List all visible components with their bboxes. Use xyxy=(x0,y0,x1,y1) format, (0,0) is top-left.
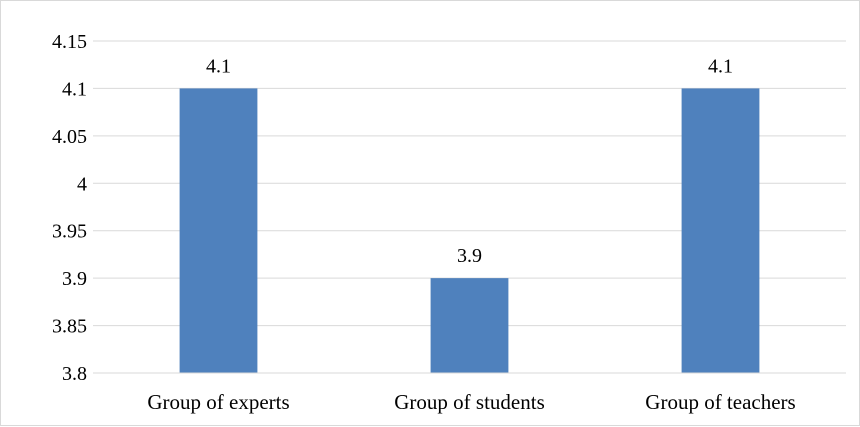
x-category-label: Group of experts xyxy=(147,390,289,414)
y-tick-label: 3.8 xyxy=(62,363,87,385)
y-tick-label: 4.05 xyxy=(52,126,87,148)
bar xyxy=(681,88,760,373)
y-tick-label: 4.15 xyxy=(52,31,87,53)
y-tick-label: 4.1 xyxy=(62,78,87,100)
bar xyxy=(430,278,509,373)
labels: 3.8 3.85 3.9 3.95 4 4.05 4.1 4.15 4.1 Group of ex… xyxy=(52,31,796,414)
data-label: 4.1 xyxy=(206,55,231,77)
bars xyxy=(179,88,760,373)
x-category-label: Group of teachers xyxy=(645,390,795,414)
y-tick-label: 3.95 xyxy=(52,221,87,243)
y-tick-label: 3.85 xyxy=(52,316,87,338)
y-tick-label: 3.9 xyxy=(62,268,87,290)
data-label: 3.9 xyxy=(457,245,482,267)
y-tick-label: 4 xyxy=(77,173,87,195)
bar xyxy=(179,88,258,373)
x-category-label: Group of students xyxy=(394,390,545,414)
data-label: 4.1 xyxy=(708,55,733,77)
